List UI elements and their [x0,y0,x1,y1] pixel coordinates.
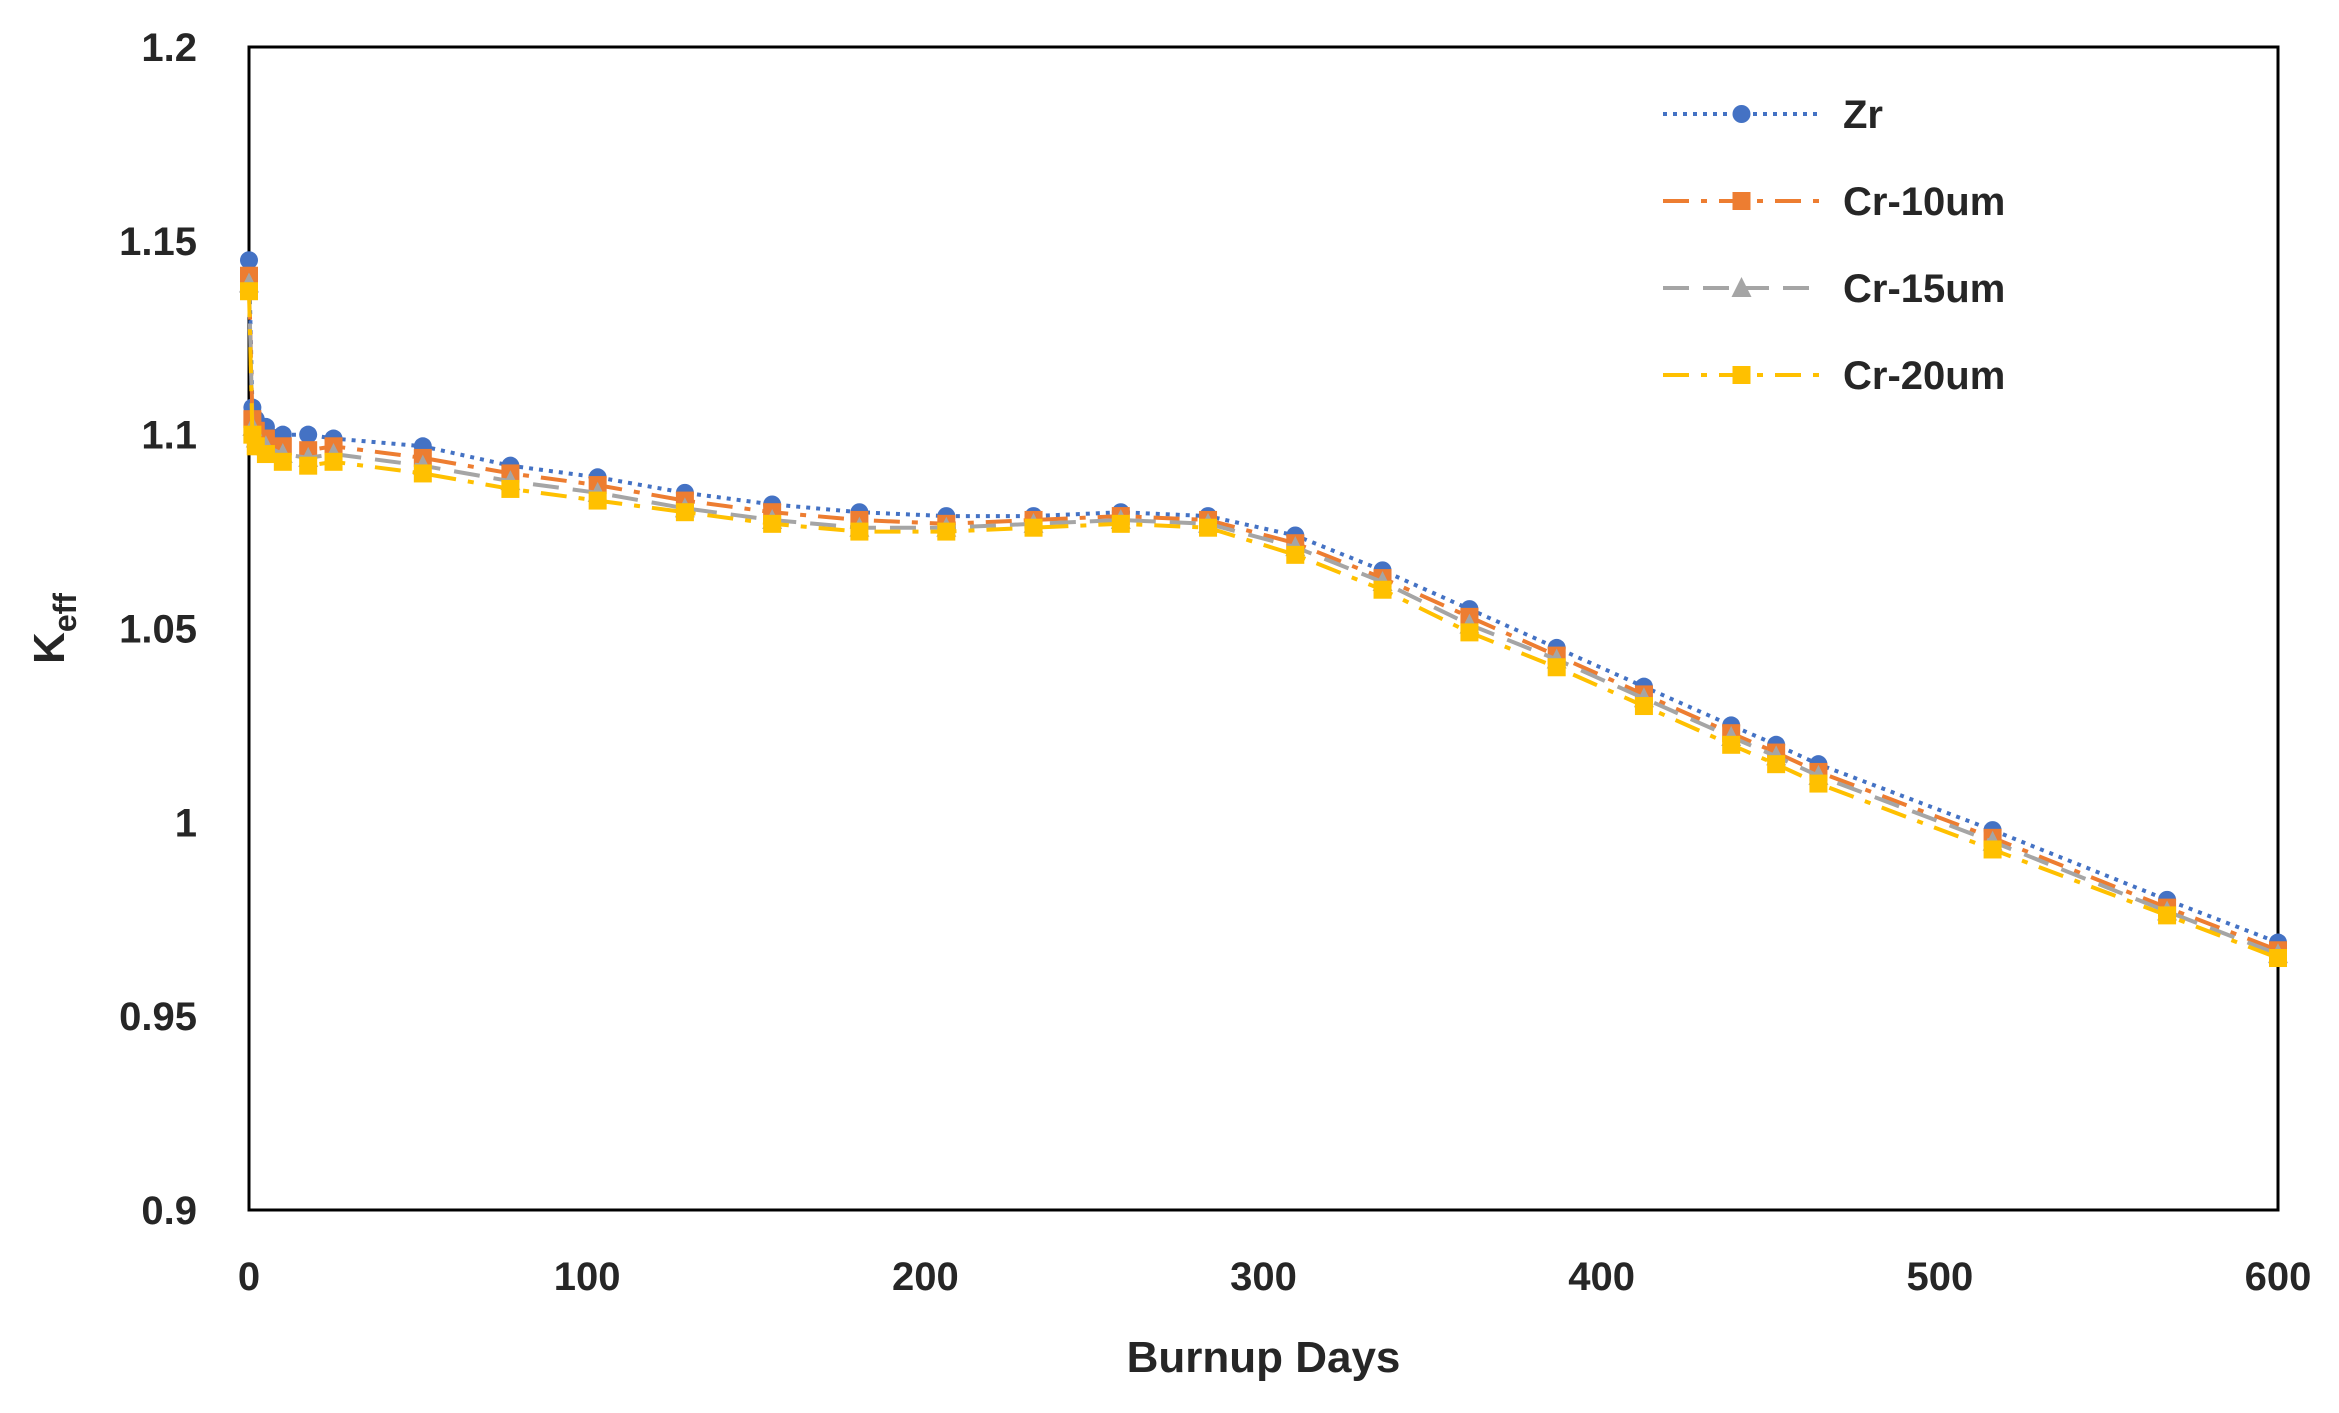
data-point-cr-20um [273,452,292,471]
series-cr-20um [240,282,2287,968]
y-tick-label: 1.1 [141,414,197,458]
x-tick-label: 600 [2245,1255,2312,1299]
data-point-cr-20um [763,514,782,533]
axes: 0.9 0.95 1 1.05 1.1 1.15 1.2 0 100 200 300 400 500 60… [119,26,2311,1299]
data-point-cr-20um [850,522,869,541]
data-point-cr-20um [1373,580,1392,599]
data-point-cr-20um [1809,774,1828,793]
data-point-cr-20um [2158,906,2177,925]
series-line-cr-10um [247,275,2279,953]
x-tick-label: 500 [1906,1255,1973,1299]
series-line-zr [247,260,2279,945]
legend-swatch-marker [1732,366,1751,384]
legend: Zr Cr-10um Cr-15um Cr-20um [1663,93,2005,398]
data-point-cr-20um [1111,514,1130,533]
y-tick-label: 1 [175,801,197,845]
data-point-cr-20um [937,522,956,541]
x-tick-label: 0 [238,1255,260,1299]
data-point-cr-20um [1767,755,1786,774]
y-axis-title-subscript: eff [47,593,83,632]
legend-swatch-marker [1731,277,1752,297]
legend-label: Cr-20um [1843,354,2005,398]
data-point-zr [299,425,318,444]
x-tick-label: 200 [892,1255,959,1299]
y-tick-label: 0.9 [141,1189,197,1233]
legend-swatch-marker [1732,105,1751,123]
data-point-cr-20um [2269,949,2287,968]
data-point-cr-20um [1286,545,1305,564]
series-layer [239,251,2288,968]
data-point-cr-20um [299,456,318,475]
data-point-zr [240,251,258,270]
legend-swatch-marker [1732,192,1751,210]
data-point-cr-20um [240,282,258,301]
data-point-cr-20um [256,445,275,464]
y-tick-label: 1.15 [119,220,197,264]
data-point-cr-20um [501,479,520,498]
series-line-cr-15um [247,283,2279,956]
data-point-cr-20um [1199,518,1218,537]
x-tick-label: 400 [1568,1255,1635,1299]
data-point-cr-20um [1983,840,2002,859]
data-point-cr-20um [1547,658,1566,677]
legend-item-cr-20um: Cr-20um [1663,354,2005,398]
y-axis-title: Keff [25,593,83,664]
data-point-cr-20um [1460,623,1479,642]
legend-item-cr-15um: Cr-15um [1663,267,2005,311]
data-point-cr-20um [413,464,432,483]
data-point-cr-20um [324,452,343,471]
data-point-cr-20um [675,503,694,522]
y-tick-label: 0.95 [119,995,197,1039]
x-axis-title: Burnup Days [1127,1333,1401,1382]
y-axis-title-main: K [25,632,74,664]
y-tick-label: 1.05 [119,608,197,652]
x-tick-label: 100 [554,1255,621,1299]
legend-label: Zr [1843,93,1883,137]
data-point-cr-20um [1024,518,1043,537]
legend-item-zr: Zr [1663,93,1883,137]
y-tick-label: 1.2 [141,26,197,70]
data-point-cr-20um [588,491,607,510]
plot-area-frame [247,45,2280,1212]
legend-label: Cr-15um [1843,267,2005,311]
x-tick-label: 300 [1230,1255,1297,1299]
legend-label: Cr-10um [1843,180,2005,224]
legend-item-cr-10um: Cr-10um [1663,180,2005,224]
data-point-cr-20um [1722,735,1741,754]
data-point-cr-20um [1634,697,1653,716]
series-line-cr-20um [247,291,2279,960]
